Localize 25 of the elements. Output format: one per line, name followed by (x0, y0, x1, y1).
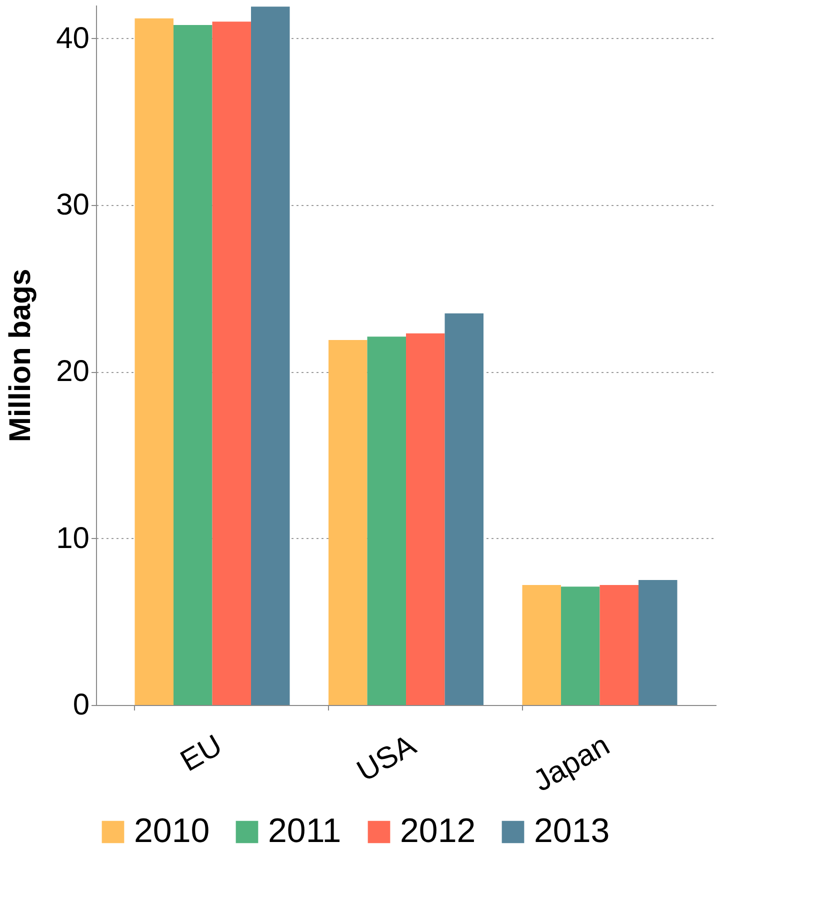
legend-label: 2011 (268, 812, 342, 850)
bar (328, 340, 368, 705)
bar (367, 336, 406, 705)
x-tick-label: Japan (528, 728, 616, 798)
y-tick-label: 10 (56, 522, 90, 555)
bar (251, 6, 290, 705)
bar (134, 18, 174, 705)
bar (638, 580, 678, 705)
y-axis-title: Million bags (4, 268, 38, 442)
legend-label: 2013 (534, 812, 610, 850)
bar (444, 313, 484, 705)
x-tick-label: USA (352, 728, 422, 788)
bar (406, 333, 445, 705)
legend-label: 2010 (134, 812, 210, 850)
bar (600, 585, 638, 705)
x-tick-label: EU (175, 728, 228, 778)
bar (174, 25, 212, 705)
y-tick-label: 0 (72, 688, 90, 722)
y-tick-label: 40 (56, 22, 90, 55)
y-tick-label: 30 (56, 188, 90, 222)
bar (522, 585, 561, 705)
legend-label: 2012 (400, 812, 476, 850)
y-tick-label: 20 (56, 355, 90, 388)
bar (212, 22, 251, 705)
bar (561, 586, 600, 705)
